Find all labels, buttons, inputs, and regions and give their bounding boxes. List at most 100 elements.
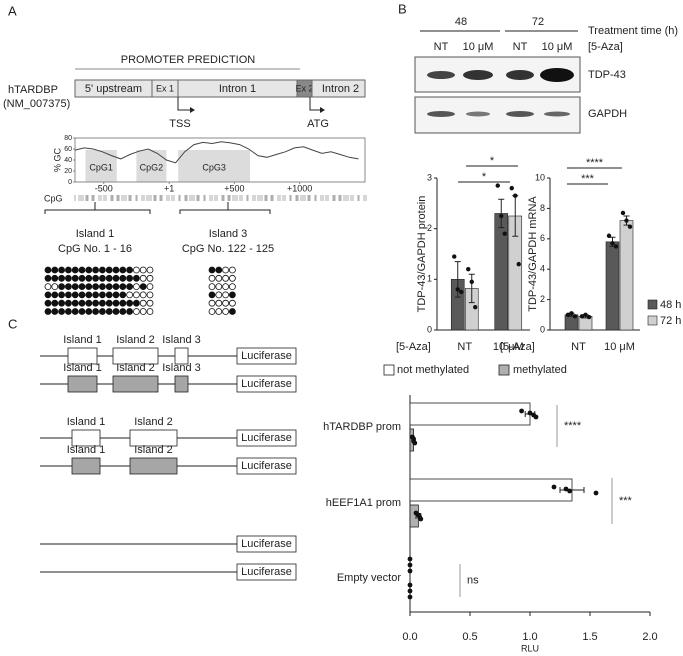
y-tick-label: 0 <box>540 324 545 334</box>
cpg-dot <box>215 291 223 299</box>
data-point <box>513 193 518 198</box>
island-label: Island 2 <box>134 416 173 428</box>
x-tick-label: -500 <box>95 183 113 193</box>
cpg-dot <box>132 283 140 291</box>
reporter-box <box>236 535 297 553</box>
data-point <box>407 594 413 600</box>
island-box <box>129 429 178 447</box>
x-tick-label: 2.0 <box>642 631 657 643</box>
cpg-dot <box>222 308 230 315</box>
cpg-dot <box>58 291 65 299</box>
significance-label: ns <box>467 574 479 586</box>
band <box>427 111 455 117</box>
cpg-dot <box>208 291 216 299</box>
blot-label: TDP-43 <box>588 69 626 81</box>
legend-swatch <box>647 315 658 326</box>
region-label: CpG2 <box>140 162 164 172</box>
data-point <box>473 305 478 310</box>
island-label: Island 2 <box>134 444 173 456</box>
cpg-dot <box>139 291 147 299</box>
cpg-dot <box>126 299 134 307</box>
cpg-dot <box>146 266 154 274</box>
panel-label: B <box>398 1 407 16</box>
cpg-dot <box>85 299 93 307</box>
band <box>463 70 493 80</box>
cpg-dot <box>71 283 79 291</box>
island-subtitle: CpG No. 122 - 125 <box>182 243 274 255</box>
cpg-dot <box>58 299 65 307</box>
cpg-dot <box>126 308 134 315</box>
data-point <box>620 210 626 216</box>
time-label: 48 <box>455 16 467 28</box>
data-point <box>624 218 629 223</box>
bracket <box>44 202 151 214</box>
band <box>466 111 490 117</box>
condition-label: NT <box>434 41 449 53</box>
gc-line <box>74 141 359 164</box>
y-tick-label: 20 <box>64 168 72 175</box>
data-point <box>610 241 615 246</box>
cpg-dot <box>139 274 147 282</box>
data-point <box>499 213 504 219</box>
cpg-dot <box>222 299 230 307</box>
cpg-region <box>136 150 167 182</box>
island-box <box>71 429 101 447</box>
island-box <box>71 457 101 475</box>
data-point <box>455 287 460 292</box>
cpg-dot <box>228 291 236 299</box>
cpg-dot <box>92 308 99 315</box>
segment-label: Ex 2 <box>295 83 313 93</box>
cpg-dot <box>119 299 127 307</box>
cpg-dot <box>208 299 216 307</box>
data-point <box>459 289 464 295</box>
cpg-dot <box>65 299 72 307</box>
island-box <box>112 347 159 365</box>
reporter-label: Luciferase <box>241 566 292 578</box>
cpg-dot <box>105 308 113 315</box>
cpg-dot <box>51 291 59 299</box>
y-axis-label: TDP-43/GAPDH mRNA <box>527 196 539 312</box>
island-label: Island 1 <box>63 362 102 374</box>
y-tick-label: 1 <box>427 274 432 284</box>
y-tick-label: 6 <box>540 233 545 243</box>
data-point <box>407 588 413 594</box>
cpg-dot <box>132 266 140 274</box>
gene-name: hTARDBP <box>8 84 58 96</box>
significance-label: **** <box>586 157 604 169</box>
data-point <box>412 440 418 446</box>
cpg-dot <box>146 308 154 315</box>
cpg-dot <box>78 308 86 315</box>
cpg-dot <box>126 283 134 291</box>
cpg-dot <box>65 266 72 274</box>
cpg-dot <box>139 266 147 274</box>
panel-label: C <box>8 316 17 331</box>
cpg-dot <box>71 274 79 282</box>
cpg-dot <box>105 266 113 274</box>
cpg-dot <box>132 291 140 299</box>
x-tick-label: 10 μM <box>493 341 524 353</box>
cpg-dot <box>85 266 93 274</box>
cpg-dot <box>71 266 79 274</box>
panel-label: A <box>8 3 17 18</box>
cpg-dot <box>99 291 106 299</box>
error-bar <box>468 273 475 304</box>
cpg-dot <box>78 291 86 299</box>
data-point <box>572 314 578 319</box>
region-label: CpG1 <box>89 162 113 172</box>
island-box <box>129 457 178 475</box>
bracket <box>179 202 271 214</box>
island-box <box>67 347 98 365</box>
island-label: Island 3 <box>162 334 201 346</box>
cpg-dot <box>92 274 99 282</box>
data-point <box>579 314 585 319</box>
arrow-head <box>320 107 325 113</box>
island-label: Island 2 <box>116 334 155 346</box>
x-tick-label: 0.0 <box>402 631 417 643</box>
reporter-label: Luciferase <box>241 432 292 444</box>
cpg-dot <box>71 299 79 307</box>
band <box>506 70 534 80</box>
cpg-dot <box>222 266 230 274</box>
cpg-dot <box>105 274 113 282</box>
cpg-dot <box>71 291 79 299</box>
data-point <box>407 562 413 568</box>
